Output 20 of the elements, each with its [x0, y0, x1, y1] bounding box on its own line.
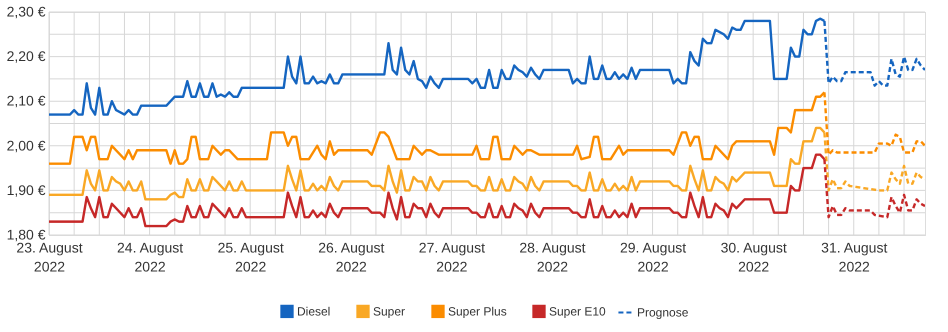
x-tick-label: 31. August 2022 [821, 240, 888, 274]
legend-label: Super E10 [549, 304, 606, 318]
x-tick-label: 27. August 2022 [418, 240, 486, 274]
legend-label: Prognose [637, 306, 689, 320]
y-tick-label: 1,90 € [6, 182, 46, 198]
x-tick-label: 24. August 2022 [117, 240, 184, 274]
legend-label: Diesel [297, 304, 330, 318]
x-tick-label: 29. August 2022 [620, 240, 686, 274]
y-tick-label: 2,30 € [6, 4, 46, 20]
x-tick-label: 26. August 2022 [318, 240, 384, 274]
legend-label: Super [373, 304, 406, 318]
y-tick-label: 2,10 € [6, 92, 46, 109]
y-tick-label: 2,20 € [6, 48, 46, 64]
x-tick-label: 28. August 2022 [519, 240, 586, 274]
y-tick-label: 2,00 € [6, 137, 46, 154]
y-tick-label: 1,80 € [6, 226, 46, 242]
x-tick-label: 25. August 2022 [218, 240, 284, 274]
x-tick-label: 30. August 2022 [720, 240, 787, 274]
x-tick-label: 23. August 2022 [16, 240, 83, 274]
legend-label: Super Plus [448, 304, 507, 318]
